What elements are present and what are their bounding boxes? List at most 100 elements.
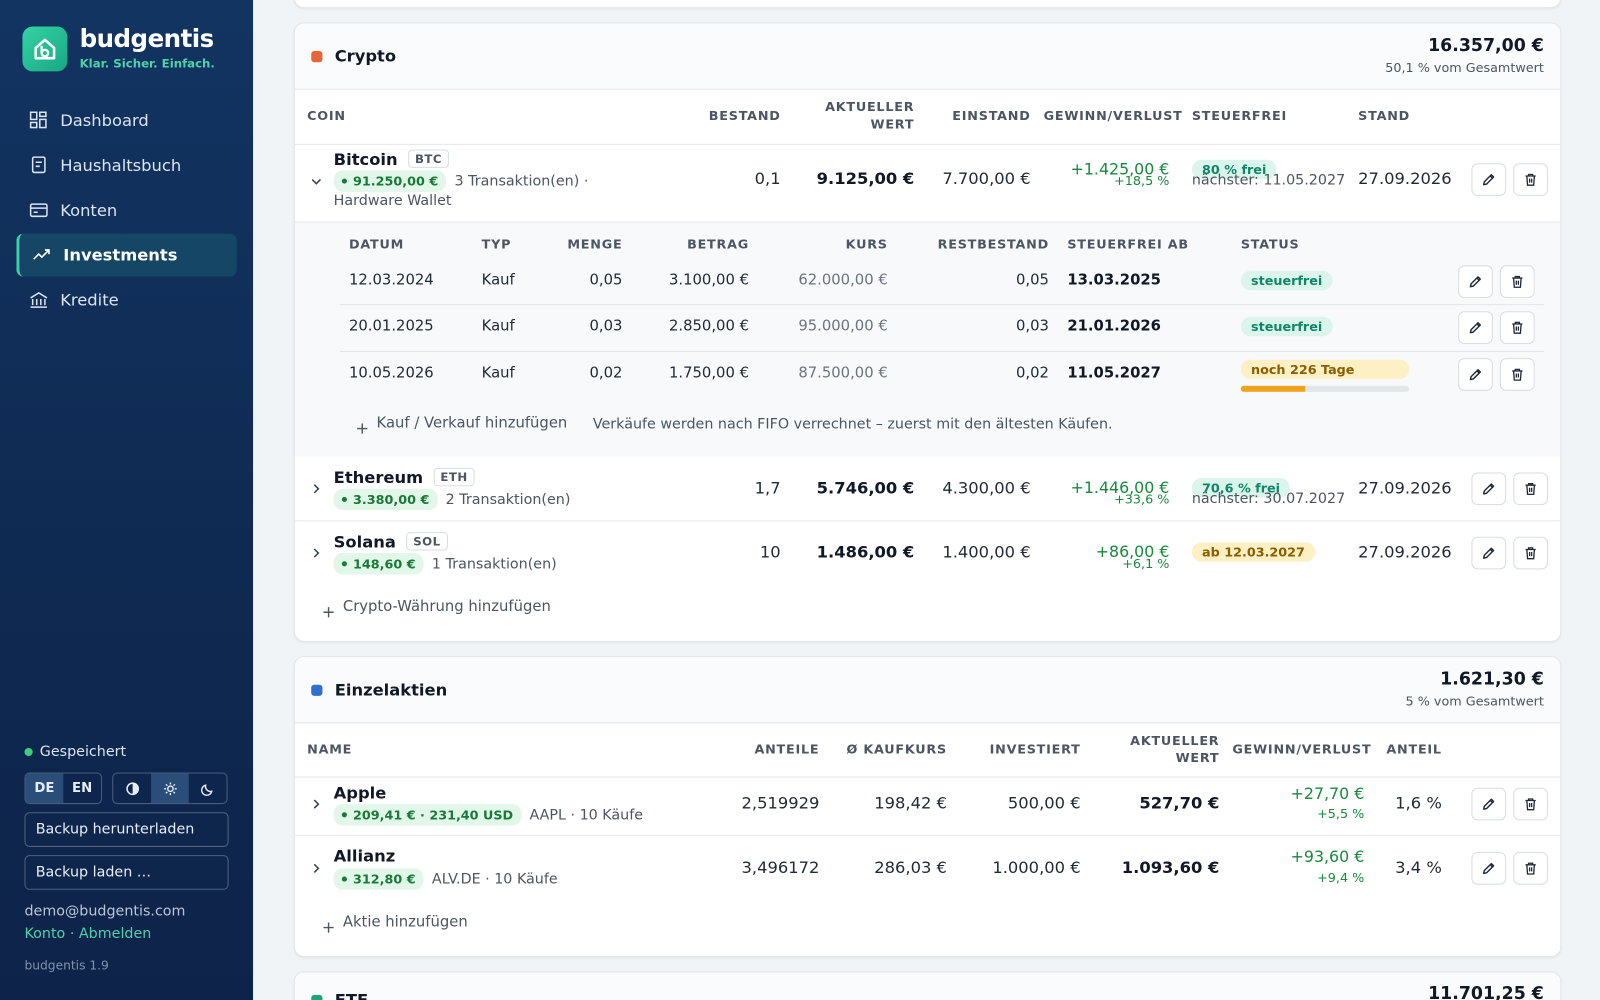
- theme-dark[interactable]: [189, 773, 227, 803]
- icon-part: [1469, 322, 1482, 334]
- edit-button[interactable]: [1458, 358, 1493, 391]
- icon-part: [1512, 275, 1523, 288]
- user-email: demo@budgentis.com: [24, 903, 186, 920]
- price-badge: 148,60 €: [333, 553, 424, 575]
- delete-button[interactable]: [1513, 163, 1548, 196]
- delete-button[interactable]: [1499, 311, 1535, 344]
- nav-item[interactable]: Haushaltsbuch: [16, 144, 236, 187]
- price-date: 27.09.2026: [1358, 478, 1452, 498]
- edit-button[interactable]: [1471, 472, 1507, 506]
- theme-auto[interactable]: [113, 773, 151, 803]
- status-dot: [24, 747, 33, 757]
- expand-toggle[interactable]: [309, 545, 323, 559]
- nav-label: Investments: [63, 245, 178, 265]
- icon-part: [313, 863, 320, 873]
- icon-part: [1525, 862, 1536, 875]
- gain-percent: +6,1 %: [1122, 555, 1170, 571]
- delete-button[interactable]: [1513, 852, 1548, 885]
- icon-part: [1525, 862, 1536, 875]
- section-header: Einzelaktien 1.621,30 € 5 % vom Gesamtwert: [294, 657, 1561, 724]
- button-label: Backup herunterladen: [35, 821, 195, 838]
- edit-button[interactable]: [1471, 787, 1507, 821]
- transaction-remaining: 0,02: [1016, 365, 1049, 382]
- icon-part: [313, 863, 320, 873]
- edit-button[interactable]: [1458, 311, 1493, 344]
- transaction-date: 20.01.2025: [348, 318, 434, 335]
- section-share: 50,1 % vom Gesamtwert: [1385, 59, 1544, 75]
- section-card: Crypto 16.357,00 € 50,1 % vom Gesamtwert CO…: [293, 22, 1562, 642]
- transaction-tax-free-from: 11.05.2027: [1067, 365, 1161, 382]
- icon-part: [1512, 321, 1523, 334]
- delete-button[interactable]: [1499, 265, 1535, 298]
- icon-part: [31, 156, 46, 174]
- backup-download-button[interactable]: Backup herunterladen: [24, 812, 229, 847]
- add-stock[interactable]: Aktie hinzufügen: [342, 914, 468, 931]
- edit-button[interactable]: [1458, 265, 1493, 298]
- row-details: 91.250,00 €3 Transaktion(en) · Hardware …: [333, 170, 658, 211]
- tax-free-badge: 80 % frei: [1191, 159, 1277, 180]
- delete-button[interactable]: [1513, 536, 1548, 570]
- icon-part: [200, 783, 213, 796]
- add-transaction[interactable]: Kauf / Verkauf hinzufügen: [376, 415, 568, 432]
- stock-value: 1.093,60 €: [1121, 857, 1220, 878]
- nav-item[interactable]: Investments: [16, 233, 237, 277]
- nav-item[interactable]: Dashboard: [16, 99, 236, 142]
- theme-light[interactable]: [151, 773, 189, 804]
- lang-en[interactable]: EN: [72, 780, 93, 796]
- icon-part: [323, 607, 334, 618]
- icon-part: [29, 111, 38, 121]
- edit-button[interactable]: [1471, 536, 1507, 570]
- plus-icon: [322, 603, 334, 618]
- price-badge: 209,41 € · 231,40 USD: [333, 804, 522, 826]
- backup-load-button[interactable]: Backup laden …: [24, 855, 229, 890]
- holding: 0,1: [754, 168, 781, 189]
- add-coin[interactable]: Crypto-Währung hinzufügen: [342, 598, 551, 616]
- save-status: Gespeichert: [39, 743, 127, 761]
- icon-part: [1512, 275, 1523, 288]
- icon-part: [30, 291, 48, 308]
- tax-free-note: nächster: 30.07.2027: [1191, 490, 1346, 508]
- lang-de[interactable]: DE: [25, 773, 64, 804]
- row-separator: [339, 351, 1544, 353]
- nav-item[interactable]: Kredite: [16, 279, 236, 322]
- expand-toggle[interactable]: [309, 860, 323, 874]
- coin-name: Ethereum ETH: [334, 467, 475, 487]
- delete-button[interactable]: [1513, 472, 1548, 506]
- coin-row: Solana SOL 148,60 € 1 Transaktion(en) 10 1.48…: [294, 520, 1561, 585]
- transaction-remaining: 0,05: [1016, 272, 1049, 289]
- expand-toggle[interactable]: [309, 796, 323, 810]
- transaction-type: Kauf: [481, 318, 515, 335]
- stock-name: Allianz: [333, 846, 396, 866]
- section-card: [293, 0, 1562, 9]
- stock-row: Allianz 312,80 € ALV.DE · 10 Käufe 3,496172…: [294, 834, 1561, 900]
- edit-button[interactable]: [1471, 163, 1507, 196]
- icon-part: [1482, 483, 1495, 495]
- transaction-type: Kauf: [481, 365, 515, 382]
- gain: +1.446,00 €: [1070, 478, 1170, 497]
- icon-part: [323, 607, 334, 618]
- edit-button[interactable]: [1471, 852, 1507, 885]
- nav-item[interactable]: Konten: [16, 189, 236, 232]
- section-header: ETF 11.701,25 €: [294, 972, 1561, 1000]
- account-links[interactable]: Konto · Abmelden: [24, 925, 152, 942]
- price-badge: 91.250,00 €: [333, 170, 447, 192]
- icon-part: [323, 922, 334, 933]
- transaction-date: 12.03.2024: [348, 272, 434, 289]
- button-label: Backup laden …: [35, 864, 152, 881]
- delete-button[interactable]: [1513, 787, 1548, 821]
- expand-toggle[interactable]: [309, 173, 323, 187]
- icon-part: [29, 203, 48, 218]
- delete-button[interactable]: [1499, 358, 1535, 391]
- section-total: 11.701,25 €: [1428, 983, 1544, 1000]
- transaction-amount: 0,02: [589, 365, 623, 382]
- row-meta: 3 Transaktion(en) · Hardware Wallet: [333, 173, 589, 210]
- tagline: Klar. Sicher. Einfach.: [79, 56, 215, 71]
- tax-free-badge: ab 12.03.2027: [1191, 542, 1316, 562]
- stock-weight: 1,6 %: [1395, 793, 1442, 813]
- expand-toggle[interactable]: [309, 481, 323, 495]
- cost-basis: 4.300,00 €: [942, 478, 1031, 498]
- icon-part: [166, 784, 174, 792]
- stock-name: Apple: [333, 783, 387, 803]
- status-badge: noch 226 Tage: [1240, 359, 1410, 380]
- fifo-note: Verkäufe werden nach FIFO verrechnet – z…: [592, 416, 1113, 433]
